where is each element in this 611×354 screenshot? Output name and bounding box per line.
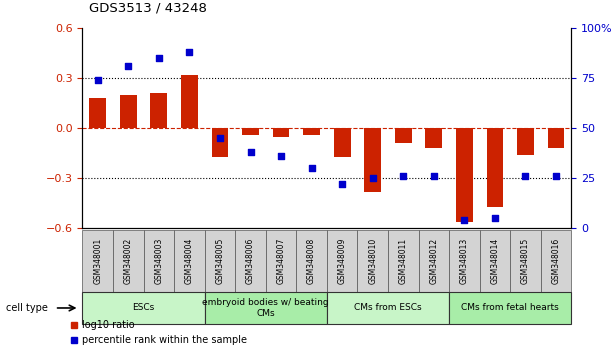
Text: CMs from ESCs: CMs from ESCs: [354, 303, 422, 313]
Point: [551, 173, 561, 179]
Point: [521, 173, 530, 179]
Point: [368, 176, 378, 181]
Text: GSM348007: GSM348007: [277, 238, 285, 284]
Point: [490, 216, 500, 221]
Point: [429, 173, 439, 179]
Text: GSM348014: GSM348014: [491, 238, 499, 284]
Bar: [211, 129, 229, 157]
Bar: [296, 230, 327, 292]
Legend: log10 ratio, percentile rank within the sample: log10 ratio, percentile rank within the …: [66, 316, 251, 349]
Text: GSM348016: GSM348016: [552, 238, 560, 284]
Bar: [266, 230, 296, 292]
Text: ESCs: ESCs: [133, 303, 155, 313]
Bar: [517, 129, 534, 155]
Point: [398, 173, 408, 179]
Point: [337, 182, 347, 187]
Bar: [144, 230, 174, 292]
Point: [276, 154, 286, 159]
Text: GSM348004: GSM348004: [185, 238, 194, 284]
Bar: [150, 93, 167, 129]
Text: embryoid bodies w/ beating
CMs: embryoid bodies w/ beating CMs: [202, 298, 329, 318]
Bar: [395, 129, 412, 143]
Bar: [242, 129, 259, 135]
Bar: [273, 129, 290, 137]
Text: GSM348005: GSM348005: [216, 238, 224, 284]
Bar: [174, 230, 205, 292]
Bar: [181, 75, 198, 129]
Bar: [456, 129, 473, 222]
Text: GSM348013: GSM348013: [460, 238, 469, 284]
Bar: [541, 230, 571, 292]
Bar: [419, 230, 449, 292]
Point: [123, 63, 133, 69]
Text: GSM348008: GSM348008: [307, 238, 316, 284]
Bar: [425, 129, 442, 148]
Bar: [82, 292, 205, 324]
Text: GSM348006: GSM348006: [246, 238, 255, 284]
Bar: [82, 230, 113, 292]
Point: [307, 166, 316, 171]
Point: [215, 136, 225, 141]
Bar: [449, 230, 480, 292]
Bar: [510, 230, 541, 292]
Text: GSM348001: GSM348001: [93, 238, 102, 284]
Bar: [547, 129, 565, 148]
Text: CMs from fetal hearts: CMs from fetal hearts: [461, 303, 559, 313]
Point: [154, 56, 164, 61]
Bar: [89, 98, 106, 129]
Text: GSM348010: GSM348010: [368, 238, 377, 284]
Bar: [327, 292, 449, 324]
Text: GSM348011: GSM348011: [399, 238, 408, 284]
Bar: [303, 129, 320, 135]
Point: [459, 217, 469, 223]
Text: GSM348002: GSM348002: [124, 238, 133, 284]
Bar: [388, 230, 419, 292]
Bar: [480, 230, 510, 292]
Bar: [449, 292, 571, 324]
Bar: [235, 230, 266, 292]
Text: cell type: cell type: [6, 303, 48, 313]
Bar: [205, 230, 235, 292]
Bar: [364, 129, 381, 192]
Text: GSM348009: GSM348009: [338, 238, 346, 284]
Point: [185, 50, 194, 55]
Text: GSM348003: GSM348003: [155, 238, 163, 284]
Text: GSM348012: GSM348012: [430, 238, 438, 284]
Bar: [486, 129, 503, 207]
Bar: [120, 95, 137, 129]
Text: GDS3513 / 43248: GDS3513 / 43248: [89, 1, 207, 14]
Bar: [334, 129, 351, 157]
Bar: [357, 230, 388, 292]
Point: [246, 149, 255, 155]
Bar: [327, 230, 357, 292]
Bar: [205, 292, 327, 324]
Bar: [113, 230, 144, 292]
Point: [93, 78, 103, 83]
Text: GSM348015: GSM348015: [521, 238, 530, 284]
